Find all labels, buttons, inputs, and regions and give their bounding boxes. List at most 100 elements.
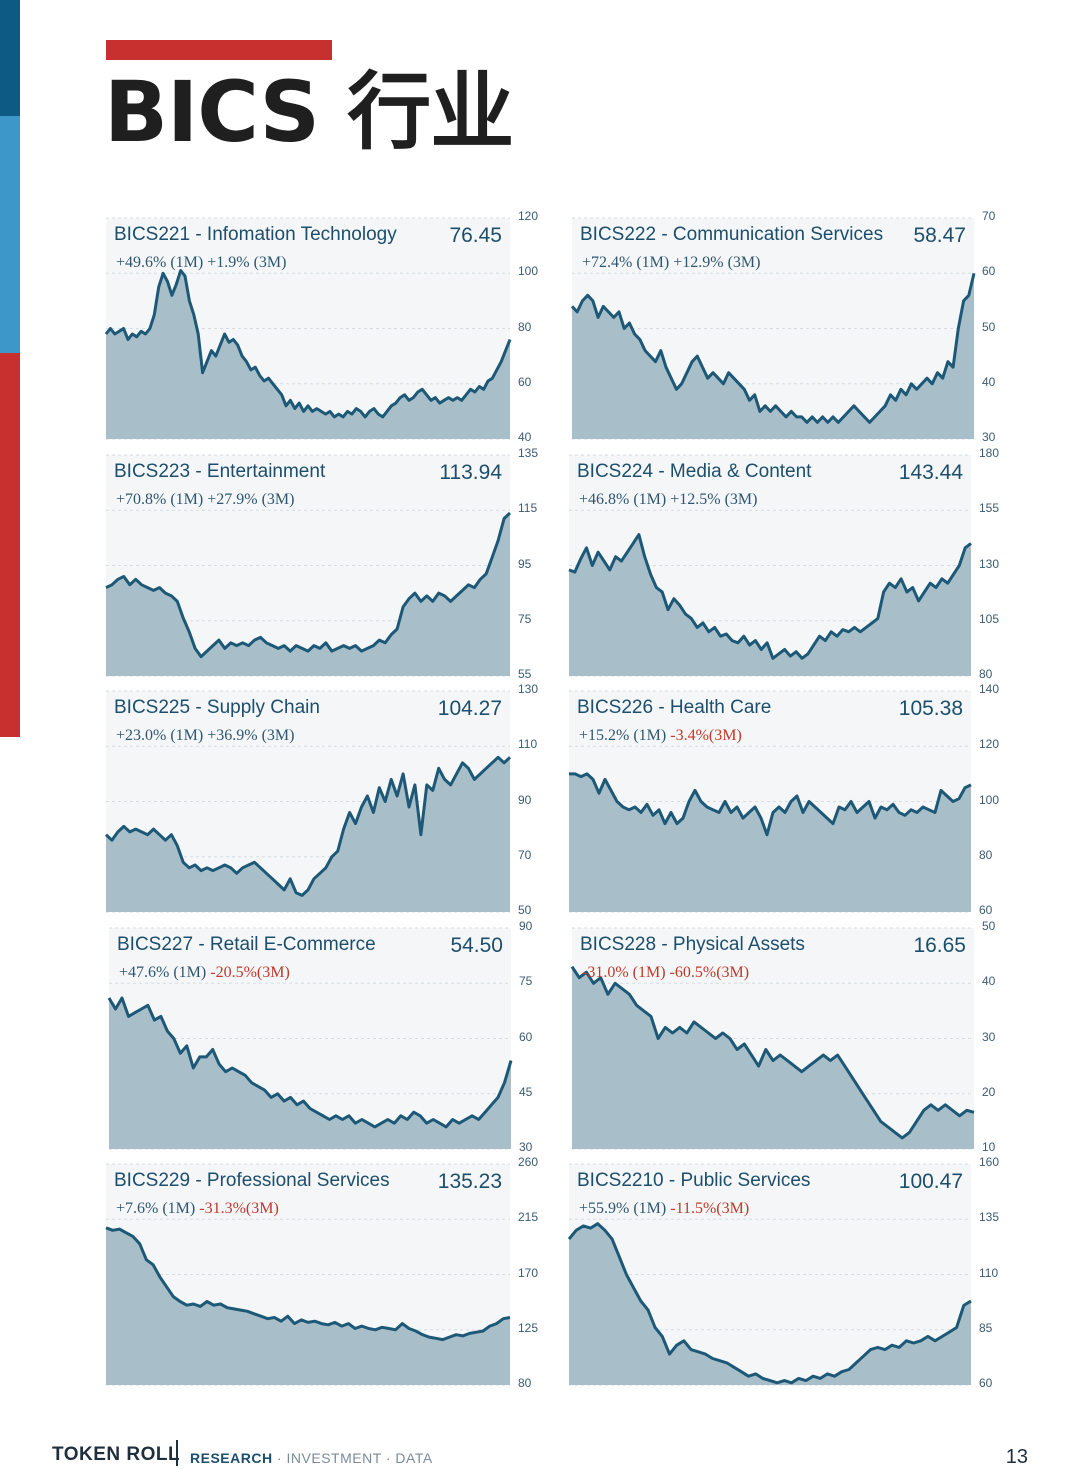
series-area	[109, 998, 511, 1149]
chart-latest-value: 143.44	[898, 461, 963, 484]
perf-3m: +1.9% (3M)	[207, 254, 287, 271]
chart-title: BICS225 - Supply Chain	[114, 697, 320, 718]
perf-3m: -31.3%(3M)	[199, 1200, 279, 1217]
footer-divider	[176, 1440, 178, 1466]
footer-brand: TOKEN ROLL	[52, 1444, 181, 1465]
y-tick-label: 260	[518, 1155, 539, 1169]
chart-title: BICS221 - Infomation Technology	[114, 224, 397, 245]
y-tick-label: 135	[979, 1210, 1000, 1225]
chart-performance: +15.2% (1M) -3.4%(3M)	[579, 727, 742, 745]
series-area	[572, 273, 974, 439]
chart-panel: BICS223 - Entertainment 113.94 +70.8% (1M)…	[105, 446, 538, 681]
y-tick-label: 60	[519, 1029, 533, 1044]
chart-latest-value: 100.47	[898, 1170, 963, 1193]
series-line	[104, 755, 512, 897]
series-area	[569, 1223, 971, 1385]
y-tick-label: 100	[518, 264, 539, 279]
y-tick-label: 75	[518, 611, 532, 626]
y-tick-label: 215	[518, 1210, 539, 1225]
y-tick-label: 120	[979, 737, 1000, 752]
series-area	[572, 966, 974, 1149]
y-tick-label: 20	[982, 1084, 996, 1099]
y-tick-label: 50	[982, 319, 996, 334]
y-tick-label: 75	[519, 974, 533, 989]
footer-tag-rest: · INVESTMENT · DATA	[272, 1450, 433, 1466]
page-number: 13	[1005, 1446, 1028, 1468]
chart-latest-value: 16.65	[913, 934, 966, 957]
series-line	[105, 1226, 511, 1342]
chart-panel: BICS226 - Health Care 105.38 +15.2% (1M) -…	[569, 682, 999, 917]
y-tick-label: 135	[518, 446, 539, 460]
y-tick-label: 60	[982, 264, 996, 279]
series-line	[570, 965, 975, 1140]
y-tick-label: 80	[518, 319, 532, 334]
chart-plot	[104, 217, 512, 440]
y-tick-label: 55	[518, 667, 532, 681]
series-line	[107, 996, 513, 1129]
y-tick-label: 60	[979, 903, 993, 917]
chart-title: BICS228 - Physical Assets	[580, 934, 805, 955]
y-tick-label: 105	[979, 611, 1000, 626]
chart-plot	[570, 927, 975, 1150]
chart-plot	[569, 690, 972, 913]
series-line	[104, 269, 512, 419]
perf-3m: +12.9% (3M)	[673, 254, 761, 271]
perf-3m: +36.9% (3M)	[207, 727, 295, 744]
y-tick-label: 110	[979, 1265, 999, 1280]
perf-3m: -3.4%(3M)	[670, 727, 742, 744]
chart-latest-value: 104.27	[437, 697, 502, 720]
chart-latest-value: 113.94	[439, 461, 502, 484]
chart-panel: BICS224 - Media & Content 143.44 +46.8% (1…	[568, 446, 999, 681]
perf-1m: -31.0% (1M)	[582, 964, 666, 981]
series-area	[569, 534, 971, 676]
series-line	[570, 272, 976, 424]
chart-performance: +72.4% (1M) +12.9% (3M)	[582, 254, 760, 272]
perf-1m: +15.2% (1M)	[579, 727, 667, 744]
chart-plot	[104, 690, 512, 913]
y-tick-label: 80	[979, 847, 993, 862]
chart-latest-value: 58.47	[913, 224, 966, 247]
perf-1m: +7.6% (1M)	[116, 1200, 196, 1217]
chart-performance: +46.8% (1M) +12.5% (3M)	[579, 491, 757, 509]
chart-plot	[568, 454, 972, 677]
chart-title: BICS222 - Communication Services	[580, 224, 884, 245]
chart-panel: BICS227 - Retail E-Commerce 54.50 +47.6% (…	[107, 919, 532, 1154]
chart-title: BICS2210 - Public Services	[577, 1170, 811, 1191]
perf-3m: +12.5% (3M)	[670, 491, 758, 508]
perf-1m: +46.8% (1M)	[579, 491, 667, 508]
title-accent-bar	[106, 40, 332, 60]
chart-performance: +47.6% (1M) -20.5%(3M)	[119, 964, 290, 982]
chart-plot	[107, 927, 513, 1150]
y-tick-label: 180	[979, 446, 1000, 460]
y-tick-label: 80	[518, 1376, 532, 1390]
chart-latest-value: 135.23	[437, 1170, 502, 1193]
chart-panel: BICS221 - Infomation Technology 76.45 +49.…	[104, 209, 538, 444]
chart-latest-value: 54.50	[450, 934, 503, 957]
chart-performance: -31.0% (1M) -60.5%(3M)	[582, 964, 749, 982]
series-area	[106, 513, 510, 676]
y-tick-label: 70	[982, 209, 996, 223]
footer-tag-research: RESEARCH	[190, 1450, 273, 1466]
chart-title: BICS227 - Retail E-Commerce	[117, 934, 376, 955]
y-tick-label: 40	[982, 374, 996, 389]
y-tick-label: 30	[982, 430, 996, 444]
y-tick-label: 90	[519, 919, 533, 933]
y-tick-label: 10	[982, 1140, 996, 1154]
chart-performance: +23.0% (1M) +36.9% (3M)	[116, 727, 294, 745]
perf-3m: -11.5%(3M)	[670, 1200, 750, 1217]
chart-panel: BICS225 - Supply Chain 104.27 +23.0% (1M) …	[104, 682, 538, 917]
y-tick-label: 125	[518, 1320, 539, 1335]
series-line	[105, 511, 512, 659]
y-tick-label: 160	[979, 1155, 1000, 1169]
series-line	[568, 533, 972, 660]
y-tick-label: 30	[519, 1140, 533, 1154]
chart-plot	[105, 454, 512, 677]
sidebar-segment-dark-blue	[0, 0, 20, 116]
perf-1m: +55.9% (1M)	[579, 1200, 667, 1217]
chart-panel: BICS2210 - Public Services 100.47 +55.9% (…	[567, 1155, 999, 1390]
perf-1m: +47.6% (1M)	[119, 964, 207, 981]
y-tick-label: 30	[982, 1029, 996, 1044]
chart-plot	[570, 217, 976, 440]
y-tick-label: 130	[518, 682, 539, 696]
chart-plot	[105, 1163, 511, 1386]
